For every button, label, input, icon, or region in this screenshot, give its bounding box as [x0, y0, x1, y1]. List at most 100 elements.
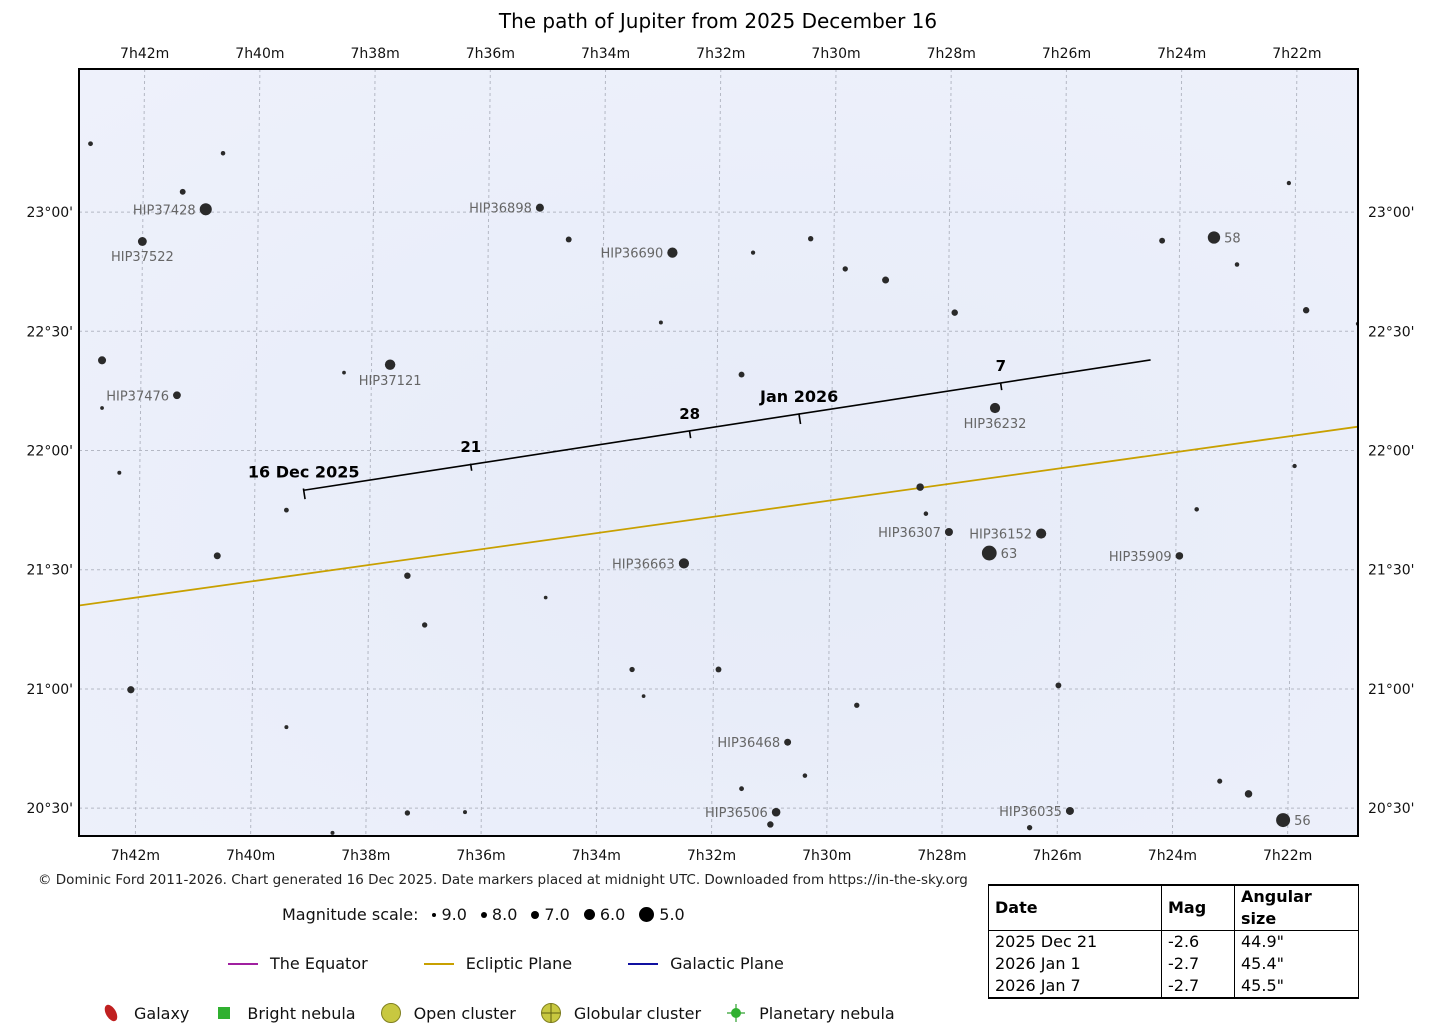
star-marker: [738, 371, 745, 378]
star-marker: [1207, 231, 1221, 244]
dec-tick-label-left: 21°00': [27, 682, 73, 698]
equator-line-icon: [228, 962, 258, 965]
ecliptic-line-icon: [423, 962, 454, 965]
jupiter-info-table: Date Mag Angular size 2025 Dec 21 -2.6 4…: [988, 884, 1359, 999]
legend-galaxy: Galaxy: [100, 1002, 189, 1024]
ra-tick-label-bottom: 7h40m: [226, 848, 275, 860]
star-marker: [629, 666, 635, 673]
star-dot-icon: [432, 912, 437, 917]
dec-tick-label-left: 22°30': [27, 324, 73, 340]
ra-tick-label-top: 7h22m: [1272, 46, 1321, 62]
legend-bright-nebula: Bright nebula: [213, 1002, 356, 1024]
dec-tick-label-right: 21°30': [1368, 563, 1414, 579]
globular-cluster-icon: [540, 1003, 561, 1023]
star-marker: [1276, 813, 1291, 828]
star-marker: [463, 810, 467, 815]
ra-gridline: [480, 69, 491, 836]
table-cell: -2.6: [1161, 930, 1235, 953]
ra-gridline: [1171, 69, 1183, 836]
star-marker: [88, 141, 93, 147]
ra-tick-label-top: 7h42m: [120, 46, 169, 62]
star-label: 56: [1294, 814, 1311, 829]
ra-tick-label-bottom: 7h24m: [1148, 848, 1197, 860]
table-header-row: Date Mag Angular size: [988, 884, 1359, 931]
galactic-line-icon: [628, 962, 659, 965]
star-marker: [127, 686, 135, 694]
ra-tick-label-top: 7h32m: [696, 46, 745, 62]
magnitude-legend-item: 7.0: [531, 905, 570, 924]
star-marker: [1159, 237, 1166, 244]
star-dot-icon: [583, 909, 595, 920]
table-row: 2026 Jan 1 -2.7 45.4": [988, 953, 1359, 975]
path-date-label: 7: [996, 357, 1006, 375]
star-marker: [284, 725, 289, 730]
legend-ecliptic: Ecliptic Plane: [423, 954, 572, 973]
legend-equator: The Equator: [228, 954, 368, 973]
ra-tick-label-top: 7h40m: [235, 46, 284, 62]
ra-tick-label-top: 7h26m: [1042, 46, 1091, 62]
star-marker: [1217, 778, 1223, 784]
ra-gridline: [826, 69, 837, 836]
ra-tick-label-bottom: 7h22m: [1263, 848, 1312, 860]
star-marker: [916, 483, 924, 491]
dec-tick-label-left: 22°00': [27, 444, 73, 460]
table-header-angular-size: Angular size: [1234, 884, 1359, 931]
star-label: HIP36506: [705, 806, 768, 821]
axes: 7h42m 7h42m 7h40m 7h40m 7h38m 7h38m 7h36m 7h36m…: [27, 46, 1415, 860]
ra-tick-label-bottom: 7h36m: [456, 848, 505, 860]
ra-gridline: [595, 69, 607, 836]
path-date-label: Jan 2026: [759, 387, 838, 406]
path-date-tick: [469, 463, 473, 471]
star-marker: [220, 150, 226, 156]
star-label: HIP36232: [964, 417, 1027, 432]
star-label: 63: [1001, 547, 1018, 562]
ra-gridline: [134, 69, 146, 836]
magnitude-legend-item: 5.0: [639, 905, 685, 924]
star-label: 58: [1224, 232, 1241, 247]
star-marker: [923, 511, 929, 516]
jupiter-path: 16 Dec 2025 21 28 Jan 2026 7: [248, 357, 1151, 500]
path-date-tick: [999, 382, 1003, 391]
star-marker: [404, 572, 411, 579]
ra-gridline: [1287, 69, 1298, 836]
dec-tick-label-right: 23°00': [1368, 205, 1414, 221]
path-date-tick: [688, 430, 692, 439]
path-date-tick: [302, 488, 306, 500]
star-marker: [767, 821, 774, 828]
table-cell: 2026 Jan 7: [988, 975, 1162, 999]
table-cell: 2026 Jan 1: [988, 953, 1162, 975]
star-marker: [989, 402, 1001, 414]
star-marker: [179, 188, 186, 195]
bright-nebula-icon: [218, 1007, 231, 1019]
star-label: HIP36468: [717, 736, 780, 751]
star-marker: [384, 359, 396, 370]
legend-galactic-plane: Galactic Plane: [628, 954, 784, 973]
magnitude-legend-item: 6.0: [583, 905, 625, 924]
star-dot-icon: [531, 910, 540, 919]
star-marker: [981, 545, 997, 561]
star-label: HIP37476: [106, 389, 169, 404]
reference-lines: [79, 425, 1358, 607]
star-marker: [784, 738, 792, 746]
dec-tick-label-left: 21°30': [27, 563, 73, 579]
star-label: HIP36152: [969, 528, 1032, 543]
dec-tick-label-left: 23°00': [27, 205, 73, 221]
planetary-nebula-icon: [727, 1004, 746, 1022]
ra-gridline: [711, 69, 722, 836]
star-label: HIP36898: [469, 202, 532, 217]
star-label: HIP36307: [878, 526, 941, 541]
path-date-label: 21: [460, 438, 481, 456]
table-cell: 44.9": [1234, 930, 1359, 953]
dec-tick-label-right: 22°00': [1368, 444, 1414, 460]
legend-planetary-nebula: Planetary nebula: [725, 1002, 895, 1024]
path-date-label: 28: [679, 405, 700, 423]
star-marker: [330, 830, 335, 835]
star-marker: [535, 203, 544, 212]
star-label: HIP37121: [359, 374, 422, 389]
path-date-label: 16 Dec 2025: [248, 462, 360, 481]
plot-frame: [78, 68, 1359, 837]
star-marker: [1244, 790, 1253, 798]
star-label: HIP35909: [1109, 550, 1172, 565]
magnitude-legend: Magnitude scale: 9.0 8.0 7.0 6.0 5.0: [282, 905, 699, 924]
star-marker: [543, 595, 548, 600]
